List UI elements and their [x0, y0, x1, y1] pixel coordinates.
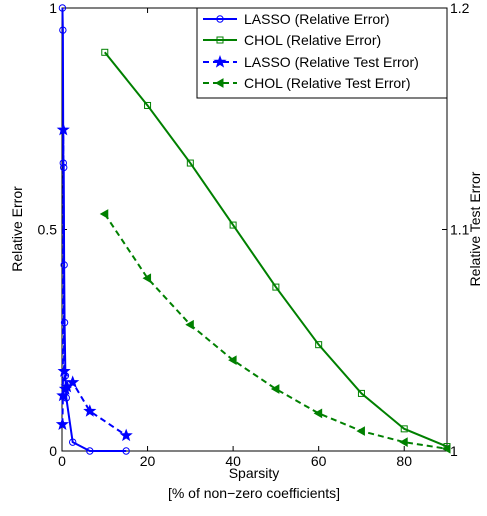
y-axis-label: Relative Error: [9, 186, 25, 272]
x-tick-label: 40: [225, 453, 241, 469]
y-tick-label: 1: [49, 0, 57, 16]
data-point: [57, 364, 71, 377]
y2-axis-label: Relative Test Error: [467, 171, 483, 286]
data-point: [441, 443, 451, 454]
data-point: [356, 426, 365, 436]
x-axis-label-line-2: [% of non−zero coefficients]: [168, 485, 340, 501]
legend-marker: [216, 15, 224, 23]
data-point: [68, 438, 77, 446]
data-point: [144, 101, 152, 109]
data-point: [357, 389, 365, 397]
x-tick-label: 60: [311, 453, 327, 469]
data-point: [315, 341, 323, 349]
data-point: [55, 417, 70, 431]
data-point: [58, 4, 67, 12]
legend-label-chol-relative-error: CHOL (Relative Error): [244, 32, 381, 48]
data-point: [270, 384, 280, 394]
x-axis-label-line-1: Sparsity: [229, 465, 280, 481]
data-point: [400, 425, 408, 433]
legend-marker: [216, 36, 224, 44]
data-point: [59, 26, 67, 34]
legend-label-lasso-relative-test-error: LASSO (Relative Test Error): [244, 54, 419, 70]
data-point: [86, 447, 94, 455]
series-2: [55, 122, 133, 442]
legend-marker: [213, 55, 227, 68]
data-point: [186, 159, 194, 167]
y-tick-label: 0.5: [38, 222, 58, 238]
data-point: [399, 437, 408, 448]
series-layer: [55, 4, 451, 455]
series-line: [103, 213, 448, 450]
x-tick-label: 20: [140, 453, 156, 469]
y-tick-label: 0: [49, 443, 57, 459]
legend-box: [196, 7, 448, 99]
data-point: [83, 404, 97, 417]
legend-label-lasso-relative-error: LASSO (Relative Error): [244, 11, 389, 27]
data-point: [122, 447, 130, 455]
data-point: [56, 122, 70, 136]
x-tick-label: 0: [58, 453, 66, 469]
x-tick-label: 80: [396, 453, 412, 469]
legend: LASSO (Relative Error) CHOL (Relative Er…: [196, 7, 448, 99]
data-point: [56, 388, 70, 402]
legend-label-chol-relative-test-error: CHOL (Relative Test Error): [244, 75, 410, 91]
series-line: [61, 7, 127, 452]
data-point: [66, 375, 80, 388]
series-3: [99, 209, 451, 454]
data-point: [228, 355, 237, 366]
data-point: [229, 221, 237, 229]
y2-tick-label: 1.1: [450, 222, 470, 238]
y2-tick-label: 1: [450, 443, 458, 459]
data-point: [99, 209, 109, 219]
y2-tick-label: 1.2: [450, 0, 470, 16]
data-point: [101, 48, 109, 56]
data-point: [272, 283, 280, 291]
data-point: [142, 273, 152, 284]
data-point: [185, 319, 194, 330]
legend-marker: [214, 78, 224, 88]
legend-samples: [203, 15, 237, 88]
data-point: [119, 428, 133, 442]
data-point: [313, 408, 323, 419]
series-line: [104, 51, 448, 448]
